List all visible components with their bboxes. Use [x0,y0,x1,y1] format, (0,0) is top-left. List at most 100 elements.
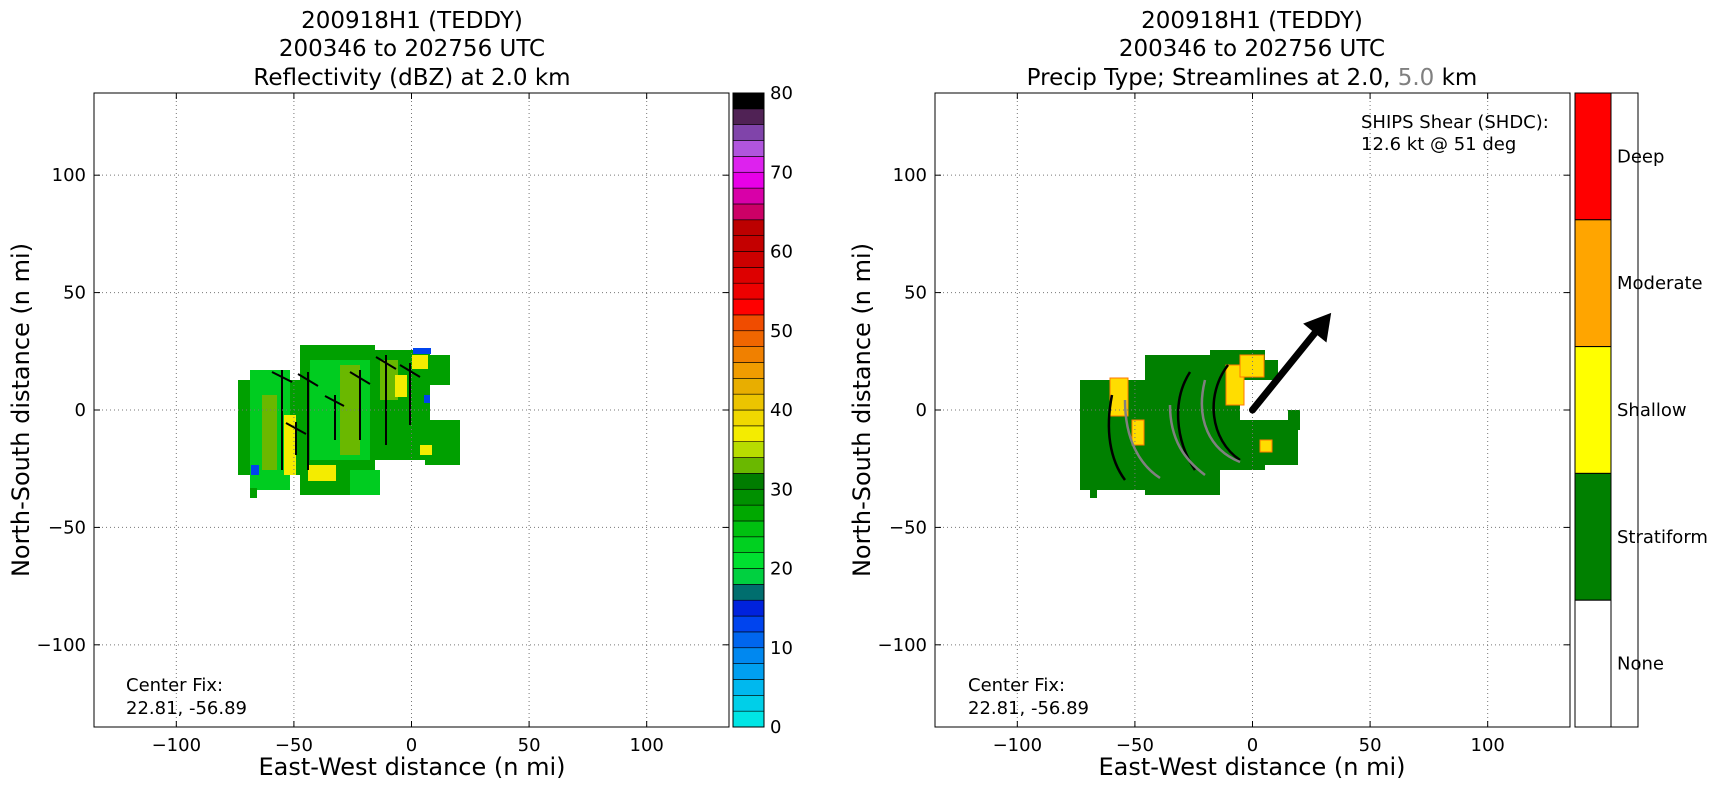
colorbar-bin [732,187,765,205]
precip-category-swatch [1574,472,1612,601]
colorbar-bin [732,615,765,633]
colorbar-bin [732,219,765,236]
colorbar-bin [732,473,765,490]
left-panel: 200918H1 (TEDDY) 200346 to 202756 UTC Re… [7,8,793,781]
shear-annotation: SHIPS Shear (SHDC): 12.6 kt @ 51 deg [1361,112,1549,155]
left-plot-frame: −100 −50 0 50 100 −100 −50 0 50 100 [37,92,730,756]
colorbar-bin [732,552,765,569]
colorbar-bin [732,362,765,379]
colorbar-bin [732,441,765,458]
colorbar-bin [732,377,765,395]
left-echo-field [238,345,460,498]
colorbar-bin [732,108,765,125]
right-center-fix-value: 22.81, -56.89 [968,698,1089,719]
colorbar-bin [732,694,765,712]
right-y-tick-label: 0 [916,400,927,421]
left-center-fix-value: 22.81, -56.89 [126,698,247,719]
right-x-tick-label: −100 [993,735,1042,756]
right-center-fix-label: Center Fix: [968,675,1065,696]
colorbar-bin [732,267,765,284]
precip-type-colorbar: Deep Moderate Shallow Stratiform None [1574,92,1708,728]
right-y-tick-label: −50 [889,517,927,538]
precip-category-swatch [1574,92,1612,221]
colorbar-bin [732,140,765,157]
colorbar-tick-label: 0 [770,717,781,738]
left-y-tick-label: −100 [37,635,86,656]
colorbar-bin [732,647,765,664]
colorbar-tick-label: 10 [770,638,793,659]
colorbar-bin [732,171,765,189]
left-x-tick-label: −50 [275,735,313,756]
precip-category-label: None [1617,654,1664,675]
colorbar-bin [732,282,765,300]
left-y-tick-label: 0 [75,400,86,421]
right-title-line-3-gray: 5.0 [1398,65,1435,91]
colorbar-bin [732,330,765,347]
colorbar-bin [732,631,765,649]
right-title-line-1: 200918H1 (TEDDY) [1141,8,1363,34]
shear-value: 12.6 kt @ 51 deg [1361,134,1516,155]
right-y-tick-label: 50 [904,283,927,304]
colorbar-bin [732,584,765,601]
reflectivity-colorbar: 0 10 20 30 40 50 60 70 80 [732,83,793,738]
right-title-line-3: Precip Type; Streamlines at 2.0, 5.0 km [1027,65,1478,91]
left-y-tick-label: −50 [48,517,86,538]
left-x-tick-label: 50 [518,735,541,756]
colorbar-bin [732,425,765,443]
colorbar-tick-label: 80 [770,83,793,104]
precip-category-label: Moderate [1617,273,1703,294]
right-title-line-3-prefix: Precip Type; Streamlines at 2.0, [1027,65,1391,91]
colorbar-bin [732,251,765,268]
colorbar-tick-label: 50 [770,321,793,342]
colorbar-bin [732,504,765,522]
colorbar-tick-label: 70 [770,162,793,183]
left-center-fix-label: Center Fix: [126,675,223,696]
left-title-line-2: 200346 to 202756 UTC [279,36,545,62]
colorbar-bin [732,156,765,173]
colorbar-bin [732,568,765,585]
right-x-tick-label: 100 [1471,735,1505,756]
right-precip-field [1080,350,1300,498]
colorbar-bin [732,314,765,332]
colorbar-bin [732,203,765,221]
shear-label: SHIPS Shear (SHDC): [1361,112,1549,133]
colorbar-bin [732,92,765,110]
left-x-axis-label: East-West distance (n mi) [258,753,565,781]
colorbar-bin [732,235,765,252]
right-y-tick-label: 100 [893,165,927,186]
left-center-fix: Center Fix: 22.81, -56.89 [126,675,247,719]
precip-category-swatch [1574,599,1612,728]
left-y-tick-label: 50 [63,283,86,304]
left-y-tick-label: 100 [52,165,86,186]
right-x-tick-label: 0 [1247,735,1258,756]
colorbar-bin [732,409,765,427]
colorbar-bin [732,663,765,680]
right-center-fix: Center Fix: 22.81, -56.89 [968,675,1089,719]
right-plot-frame: −100 −50 0 50 100 −100 −50 0 50 100 [878,92,1571,756]
precip-category-swatch [1574,219,1612,348]
left-title-line-1: 200918H1 (TEDDY) [301,8,523,34]
colorbar-bin [732,488,765,506]
right-title-line-2: 200346 to 202756 UTC [1119,36,1385,62]
left-x-tick-label: 100 [630,735,664,756]
left-y-axis-label: North-South distance (n mi) [7,243,35,577]
right-x-tick-label: 50 [1359,735,1382,756]
colorbar-bin [732,679,765,696]
colorbar-bin [732,536,765,553]
precip-category-swatch [1574,346,1612,474]
colorbar-tick-label: 40 [770,400,793,421]
colorbar-bin [732,298,765,316]
left-title-line-3: Reflectivity (dBZ) at 2.0 km [253,65,570,91]
colorbar-tick-label: 30 [770,479,793,500]
right-title-line-3-suffix: km [1442,65,1478,91]
colorbar-bin [732,124,765,141]
shear-arrow [1249,312,1332,414]
right-y-axis-label: North-South distance (n mi) [848,243,876,577]
left-x-tick-label: 0 [406,735,417,756]
colorbar-bin [732,599,765,617]
colorbar-bin [732,710,765,728]
colorbar-bin [732,457,765,474]
right-x-tick-label: −50 [1116,735,1154,756]
precip-category-label: Deep [1617,146,1664,167]
